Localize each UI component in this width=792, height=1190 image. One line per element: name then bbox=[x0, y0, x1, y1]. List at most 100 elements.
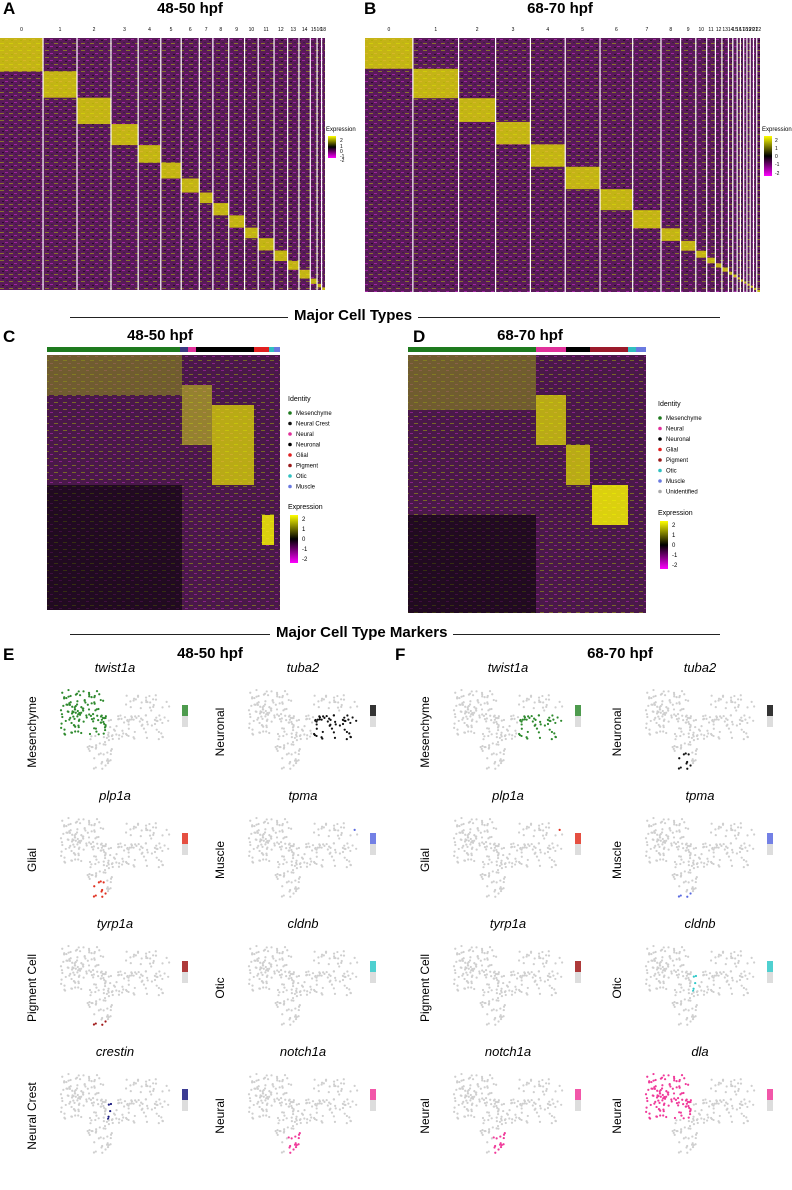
cell-point bbox=[684, 954, 687, 958]
cell-point bbox=[538, 736, 542, 739]
cell-point bbox=[62, 1088, 65, 1091]
cell-point bbox=[127, 851, 130, 854]
cell-point bbox=[324, 823, 328, 826]
panel-title-c: 48-50 hpf bbox=[127, 327, 193, 344]
cell-point bbox=[75, 831, 79, 834]
cell-point bbox=[135, 844, 138, 847]
cell-point bbox=[532, 707, 535, 710]
panel-title-a: 48-50 hpf bbox=[157, 0, 223, 17]
cell-point bbox=[510, 865, 514, 868]
cell-point bbox=[67, 823, 70, 826]
cell-point bbox=[486, 952, 489, 955]
cell-point bbox=[343, 984, 346, 987]
cell-point bbox=[252, 847, 255, 851]
cell-point bbox=[277, 866, 280, 869]
cell-point bbox=[654, 829, 657, 832]
cell-point bbox=[334, 1104, 337, 1107]
cell-point bbox=[467, 725, 470, 728]
cell-point bbox=[500, 1016, 503, 1019]
cell-point bbox=[80, 987, 83, 991]
cell-point bbox=[497, 971, 500, 974]
cell-point bbox=[492, 1105, 495, 1108]
cell-point bbox=[84, 957, 87, 960]
cell-point bbox=[548, 972, 551, 975]
cell-point bbox=[334, 851, 337, 854]
cell-point bbox=[662, 852, 665, 855]
cell-point bbox=[153, 718, 156, 721]
cell-point bbox=[547, 694, 550, 697]
cell-point bbox=[459, 1087, 462, 1090]
cell-point bbox=[111, 1121, 114, 1125]
cell-point bbox=[723, 1104, 726, 1107]
cell-point bbox=[281, 1080, 284, 1083]
cell-point bbox=[78, 694, 82, 697]
cell-point bbox=[292, 715, 295, 718]
cell-point bbox=[95, 1114, 98, 1117]
cell-point bbox=[60, 726, 63, 729]
cell-point bbox=[702, 993, 706, 996]
cell-point bbox=[136, 1079, 140, 1082]
cell-point bbox=[158, 842, 161, 845]
cell-point bbox=[515, 977, 519, 980]
cell-point bbox=[525, 718, 528, 721]
cell-point bbox=[678, 1141, 681, 1144]
cell-point bbox=[520, 727, 523, 730]
cell-point bbox=[665, 834, 668, 837]
cell-point bbox=[659, 708, 662, 711]
cell-point bbox=[496, 1124, 500, 1128]
cell-point bbox=[560, 975, 563, 978]
cell-point bbox=[724, 707, 727, 710]
tick-label: 1 bbox=[775, 146, 778, 152]
cell-point bbox=[483, 958, 486, 961]
cell-point bbox=[132, 1120, 135, 1123]
cell-point bbox=[111, 865, 114, 869]
cell-point bbox=[309, 735, 312, 738]
cell-point bbox=[491, 998, 494, 1001]
cell-point bbox=[459, 959, 462, 962]
cell-point bbox=[140, 717, 143, 720]
cell-point bbox=[464, 1089, 467, 1092]
cell-point bbox=[502, 1109, 505, 1113]
cell-point bbox=[478, 1098, 481, 1101]
cell-point bbox=[473, 967, 476, 970]
cell-point bbox=[658, 706, 661, 709]
cell-point bbox=[122, 988, 125, 991]
cell-point bbox=[276, 841, 279, 844]
cell-point bbox=[471, 846, 474, 849]
cell-point bbox=[688, 1112, 692, 1116]
cell-point bbox=[330, 727, 334, 730]
cell-point bbox=[92, 845, 95, 848]
cell-point bbox=[90, 1086, 93, 1089]
cell-point bbox=[688, 845, 691, 848]
cell-point bbox=[89, 738, 92, 741]
cell-point bbox=[74, 986, 77, 989]
cell-point bbox=[514, 1119, 517, 1122]
cell-point bbox=[98, 1126, 101, 1129]
cell-point bbox=[320, 846, 323, 849]
cell-point bbox=[68, 1087, 72, 1091]
cell-point bbox=[97, 1009, 100, 1012]
cell-point bbox=[475, 709, 478, 712]
cell-point bbox=[675, 702, 678, 705]
cell-point bbox=[266, 1078, 270, 1081]
cell-point bbox=[750, 956, 753, 959]
cell-point bbox=[107, 1119, 110, 1122]
cell-point bbox=[678, 824, 681, 827]
cell-point bbox=[650, 1080, 653, 1084]
cell-point bbox=[90, 830, 93, 833]
cell-point bbox=[675, 830, 678, 833]
cell-point bbox=[539, 700, 542, 704]
cell-point bbox=[543, 724, 546, 727]
cell-point bbox=[661, 709, 664, 713]
cluster-label: 5 bbox=[170, 27, 173, 33]
cell-point bbox=[283, 858, 286, 861]
cell-point bbox=[514, 1113, 517, 1116]
cell-point bbox=[677, 848, 680, 851]
cell-point bbox=[73, 845, 76, 848]
cell-point bbox=[678, 701, 681, 704]
cell-point bbox=[494, 767, 497, 770]
cell-point bbox=[295, 719, 298, 722]
cell-point bbox=[134, 971, 137, 974]
cell-point bbox=[690, 1015, 694, 1018]
